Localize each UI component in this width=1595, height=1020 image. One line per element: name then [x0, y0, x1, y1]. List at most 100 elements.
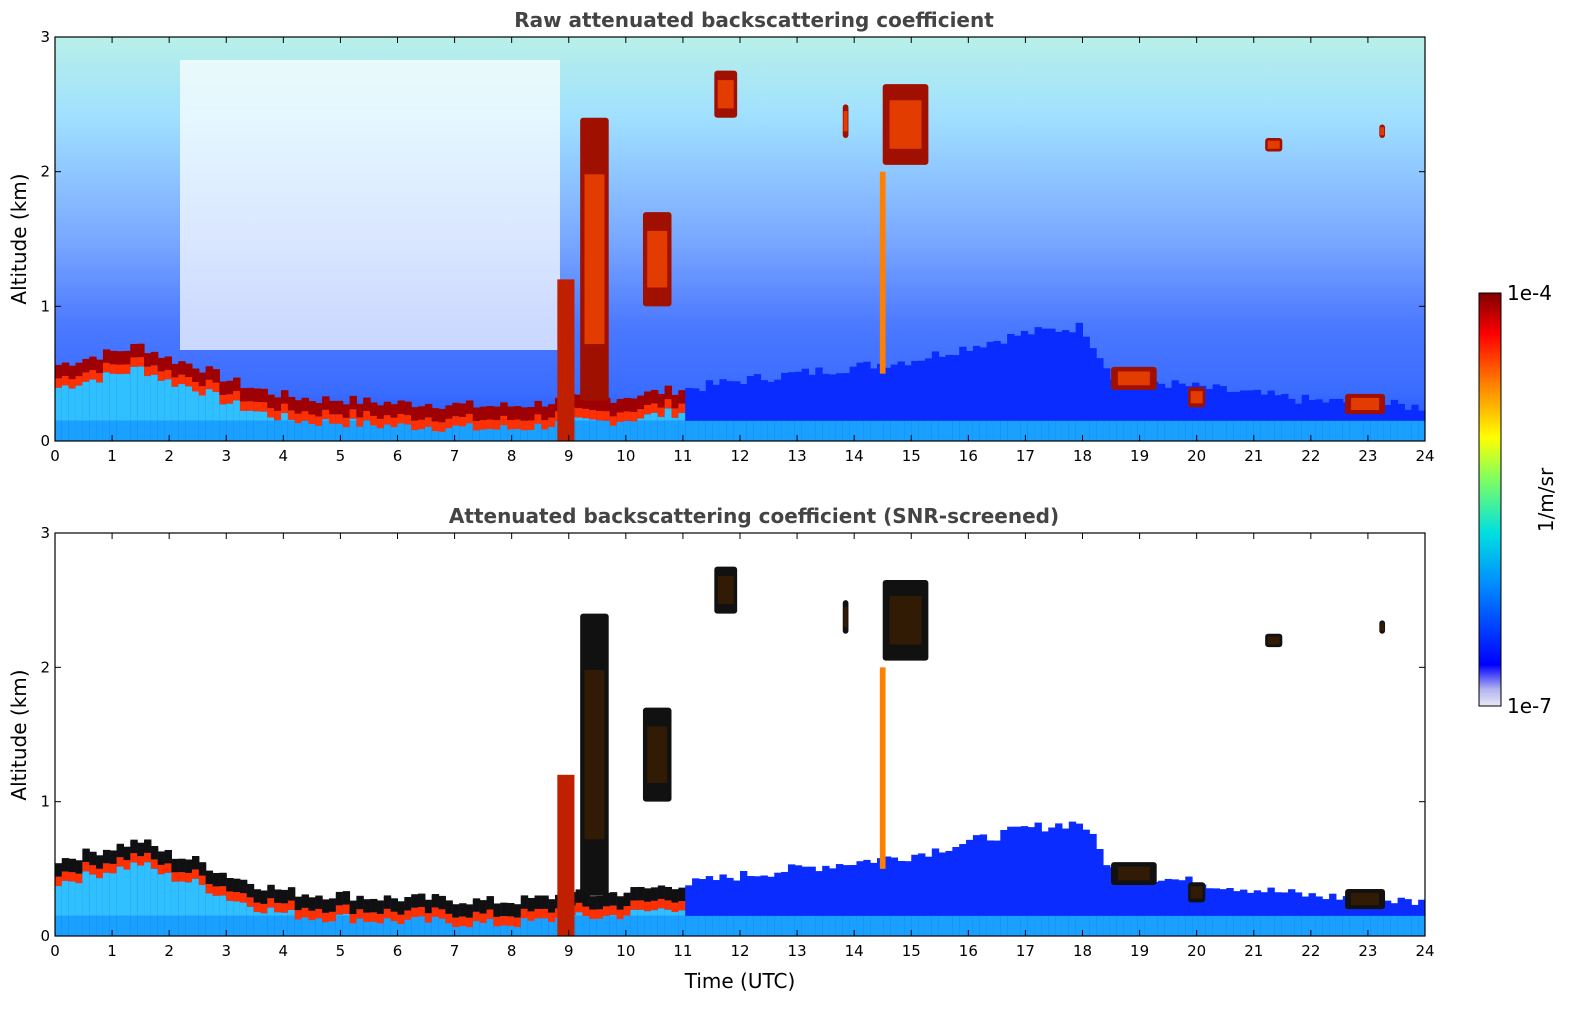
aerosol-layer-band [404, 910, 412, 920]
aerosol-layer-top [657, 394, 666, 408]
aerosol-layer-top [376, 900, 385, 914]
near-surface-layer [938, 420, 946, 441]
near-surface-layer [938, 915, 946, 936]
near-surface-layer [596, 420, 604, 441]
near-surface-layer [685, 420, 693, 441]
boundary-layer-column [1281, 892, 1289, 936]
aerosol-layer-top [281, 390, 289, 404]
aerosol-layer-band [123, 364, 131, 374]
near-surface-layer [370, 915, 378, 936]
near-surface-layer [1048, 420, 1056, 441]
cloud-feature-core [1117, 371, 1150, 386]
top-x-tick-label: 17 [1016, 447, 1035, 465]
aerosol-layer-core [589, 419, 597, 421]
near-surface-layer [1274, 420, 1282, 441]
near-surface-layer [1335, 915, 1344, 936]
boundary-layer-column [1246, 390, 1255, 441]
boundary-layer-column [1356, 398, 1364, 441]
near-surface-layer [1377, 915, 1385, 936]
near-surface-layer [726, 915, 734, 936]
top-x-tick-label: 21 [1244, 447, 1263, 465]
aerosol-layer-top [102, 849, 111, 864]
aerosol-layer-band [431, 421, 440, 432]
near-surface-layer [102, 420, 111, 441]
aerosol-layer-band [89, 370, 97, 380]
near-surface-layer [1151, 915, 1159, 936]
near-surface-layer [1342, 915, 1351, 936]
near-surface-layer [794, 420, 803, 441]
near-surface-layer [740, 420, 748, 441]
aerosol-layer-top [164, 849, 172, 864]
near-surface-layer [418, 420, 426, 441]
near-surface-layer [979, 915, 988, 936]
aerosol-layer-band [205, 379, 214, 390]
aerosol-layer-top [301, 397, 309, 412]
aerosol-layer-core [650, 910, 659, 916]
aerosol-layer-band [609, 416, 618, 426]
aerosol-layer-band [445, 418, 453, 429]
boundary-layer-column [1274, 395, 1282, 441]
near-surface-layer [329, 420, 337, 441]
aerosol-layer-band [589, 410, 597, 420]
top-x-tick-label: 1 [107, 447, 117, 465]
near-surface-layer [157, 915, 166, 936]
aerosol-layer-band [616, 412, 625, 422]
boundary-layer-column [1000, 343, 1008, 441]
aerosol-layer-band [418, 907, 426, 917]
boundary-layer-column [1075, 823, 1083, 936]
near-surface-layer [267, 915, 275, 936]
aerosol-layer-top [329, 898, 337, 912]
aerosol-layer-band [185, 872, 193, 883]
aerosol-layer-top [109, 850, 118, 864]
boundary-layer-column [877, 363, 885, 441]
near-surface-layer [678, 420, 686, 441]
bottom-x-tick-label: 18 [1073, 942, 1092, 960]
aerosol-layer-core [219, 895, 227, 916]
near-surface-layer [603, 915, 611, 936]
aerosol-layer-top [596, 895, 604, 910]
bottom-x-tick-label: 3 [221, 942, 231, 960]
boundary-layer-column [959, 346, 967, 441]
near-surface-layer [150, 420, 159, 441]
colorbar-min-label: 1e-7 [1507, 694, 1552, 718]
near-surface-layer [239, 420, 248, 441]
near-surface-layer [349, 915, 357, 936]
aerosol-layer-band [390, 911, 398, 922]
near-surface-layer [781, 420, 789, 441]
near-surface-layer [96, 915, 104, 936]
aerosol-layer-band [75, 376, 83, 386]
near-surface-layer [130, 420, 138, 441]
aerosol-layer-top [363, 899, 371, 913]
bottom-x-tick-label: 5 [336, 942, 346, 960]
aerosol-layer-band [233, 391, 241, 401]
bottom-x-tick-label: 20 [1187, 942, 1206, 960]
near-surface-layer [1000, 420, 1008, 441]
boundary-layer-column [1082, 336, 1090, 441]
aerosol-layer-band [116, 857, 124, 867]
near-surface-layer [1260, 915, 1268, 936]
near-surface-layer [1240, 420, 1248, 441]
aerosol-layer-top [171, 858, 179, 873]
near-surface-layer [335, 915, 344, 936]
cloud-feature-core [889, 596, 922, 645]
near-surface-layer [1007, 915, 1015, 936]
aerosol-layer-band [609, 905, 618, 915]
aerosol-layer-top [246, 883, 255, 898]
near-surface-layer [712, 420, 720, 441]
near-surface-layer [164, 915, 172, 936]
near-surface-layer [109, 915, 118, 936]
near-surface-layer [520, 420, 529, 441]
aerosol-layer-top [548, 899, 556, 913]
aerosol-layer-band [513, 419, 522, 429]
near-surface-layer [808, 915, 816, 936]
aerosol-layer-band [520, 420, 529, 431]
near-surface-layer [863, 915, 871, 936]
aerosol-layer-top [342, 404, 351, 418]
boundary-layer-column [1014, 826, 1022, 936]
boundary-layer-column [1068, 821, 1077, 936]
aerosol-layer-core [171, 881, 179, 916]
aerosol-layer-top [630, 887, 638, 901]
aerosol-layer-top [68, 365, 77, 380]
aerosol-layer-top [500, 902, 508, 917]
aerosol-layer-band [82, 372, 90, 382]
